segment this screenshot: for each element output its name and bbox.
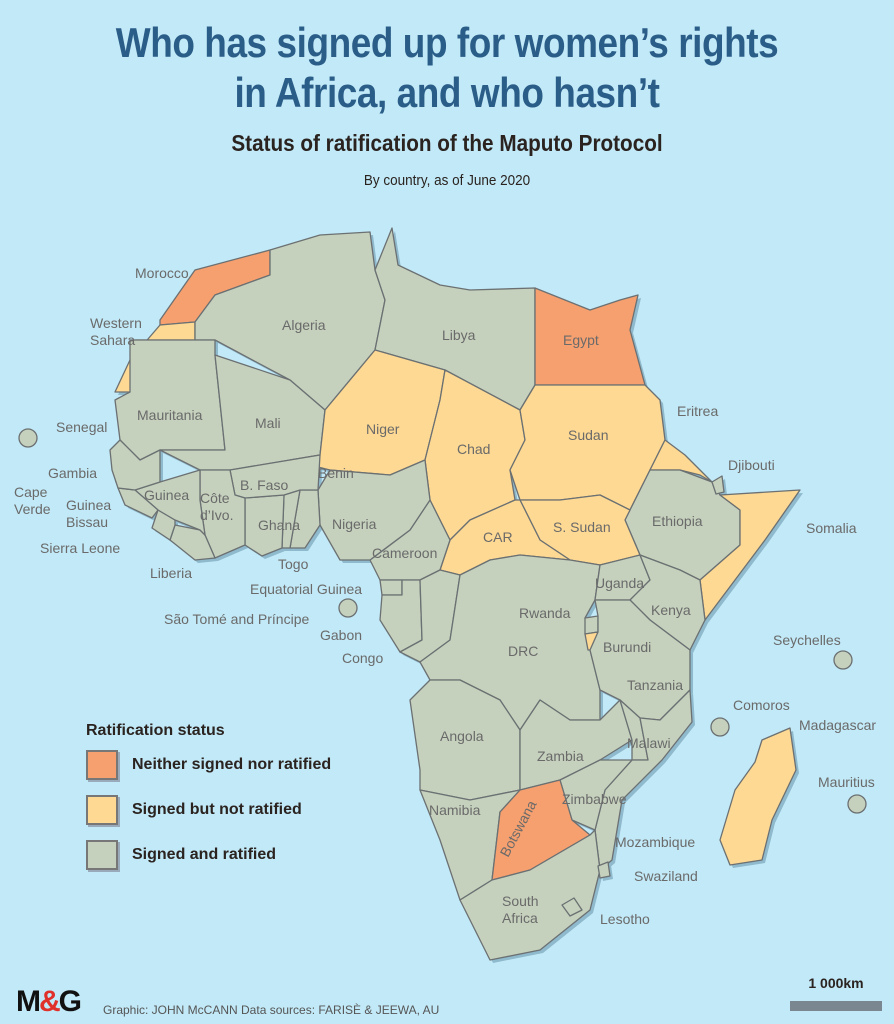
label-benin: Benin <box>318 465 354 481</box>
label-nigeria: Nigeria <box>332 516 377 532</box>
label-cameroon: Cameroon <box>372 545 437 561</box>
label-algeria: Algeria <box>282 317 326 333</box>
label-angola: Angola <box>440 728 484 744</box>
country-madagascar[interactable] <box>719 727 797 866</box>
scale-label: 1 000km <box>808 975 864 991</box>
country-eqguinea[interactable] <box>379 579 403 596</box>
label-sleone: Sierra Leone <box>40 540 120 556</box>
label-zimbabwe: Zimbabwe <box>562 791 627 807</box>
label-eqguinea: Equatorial Guinea <box>250 581 362 597</box>
label-guinea: Guinea <box>144 487 189 503</box>
label-gambia: Gambia <box>48 465 97 481</box>
label-gabon: Gabon <box>320 627 362 643</box>
label-ethiopia: Ethiopia <box>652 513 703 529</box>
date-note: By country, as of June 2020 <box>363 172 531 189</box>
label-sudan: Sudan <box>568 427 608 443</box>
scale-bar-line <box>790 1001 882 1011</box>
label-morocco: Morocco <box>135 265 189 281</box>
country-lesotho[interactable] <box>561 897 583 917</box>
label-somalia: Somalia <box>806 520 857 536</box>
label-swaziland: Swaziland <box>634 868 698 884</box>
label-mali: Mali <box>255 415 281 431</box>
label-mozambique: Mozambique <box>615 834 695 850</box>
title-line-2: in Africa, and who hasn’t <box>234 69 660 116</box>
country-mauritius[interactable] <box>847 794 867 814</box>
title-line-1: Who has signed up for women’s rights <box>115 19 779 66</box>
legend-swatch <box>86 750 118 780</box>
label-lesotho: Lesotho <box>600 911 650 927</box>
label-zambia: Zambia <box>537 748 584 764</box>
label-liberia: Liberia <box>150 565 192 581</box>
country-capeverde[interactable] <box>18 428 38 448</box>
legend-swatch <box>86 840 118 870</box>
country-djibouti[interactable] <box>711 475 725 495</box>
subtitle: Status of ratification of the Maputo Pro… <box>231 130 663 156</box>
label-malawi: Malawi <box>627 735 671 751</box>
label-wsahara: Western Sahara <box>90 315 142 348</box>
title: Who has signed up for women’s rights in A… <box>54 18 841 118</box>
label-ghana: Ghana <box>258 517 300 533</box>
label-togo: Togo <box>278 556 309 572</box>
legend-label: Signed and ratified <box>132 846 277 863</box>
label-capeverde: Cape Verde <box>14 484 51 517</box>
label-bfaso: B. Faso <box>240 477 288 493</box>
label-mauritius: Mauritius <box>818 774 875 790</box>
country-rwanda[interactable] <box>584 615 599 635</box>
country-stp[interactable] <box>338 598 358 618</box>
country-seychelles[interactable] <box>833 650 853 670</box>
label-egypt: Egypt <box>563 332 599 348</box>
legend-item-signed: Signed but not ratified <box>86 795 331 825</box>
label-uganda: Uganda <box>595 575 644 591</box>
label-kenya: Kenya <box>651 602 691 618</box>
label-gbissau: Guinea Bissau <box>66 497 111 530</box>
mg-logo: M&G <box>16 985 82 1018</box>
label-mauritania: Mauritania <box>137 407 203 423</box>
label-senegal: Senegal <box>56 419 107 435</box>
country-safrica[interactable] <box>459 829 601 961</box>
label-namibia: Namibia <box>429 802 481 818</box>
label-burundi: Burundi <box>603 639 651 655</box>
country-comoros[interactable] <box>710 717 730 737</box>
label-comoros: Comoros <box>733 697 790 713</box>
label-civ: Côte d’Ivo. <box>200 490 233 523</box>
country-senegal[interactable] <box>109 439 161 491</box>
legend-item-neither: Neither signed nor ratified <box>86 750 331 780</box>
label-madagascar: Madagascar <box>799 717 876 733</box>
label-car: CAR <box>483 529 513 545</box>
label-seychelles: Seychelles <box>773 632 841 648</box>
label-rwanda: Rwanda <box>519 605 571 621</box>
label-chad: Chad <box>457 441 490 457</box>
label-stp: São Tomé and Príncipe <box>164 611 309 627</box>
legend-label: Signed but not ratified <box>132 801 302 818</box>
label-safrica: South Africa <box>502 893 539 926</box>
label-eritrea: Eritrea <box>677 403 718 419</box>
label-libya: Libya <box>442 327 476 343</box>
label-djibouti: Djibouti <box>728 457 775 473</box>
label-congo: Congo <box>342 650 383 666</box>
label-niger: Niger <box>366 421 400 437</box>
label-ssudan: S. Sudan <box>553 519 611 535</box>
country-mauritania[interactable] <box>114 339 226 461</box>
country-swaziland[interactable] <box>597 861 611 879</box>
label-tanzania: Tanzania <box>627 677 683 693</box>
legend: Ratification status Neither signed nor r… <box>86 722 331 885</box>
legend-item-ratified: Signed and ratified <box>86 840 331 870</box>
legend-swatch <box>86 795 118 825</box>
label-drc: DRC <box>508 643 538 659</box>
scale-bar: 1 000km <box>790 975 882 1011</box>
legend-title: Ratification status <box>86 722 225 739</box>
credit: Graphic: JOHN McCANN Data sources: FARIS… <box>103 1003 440 1017</box>
shadow <box>703 493 803 623</box>
legend-label: Neither signed nor ratified <box>132 756 332 773</box>
country-guinea[interactable] <box>134 469 206 536</box>
